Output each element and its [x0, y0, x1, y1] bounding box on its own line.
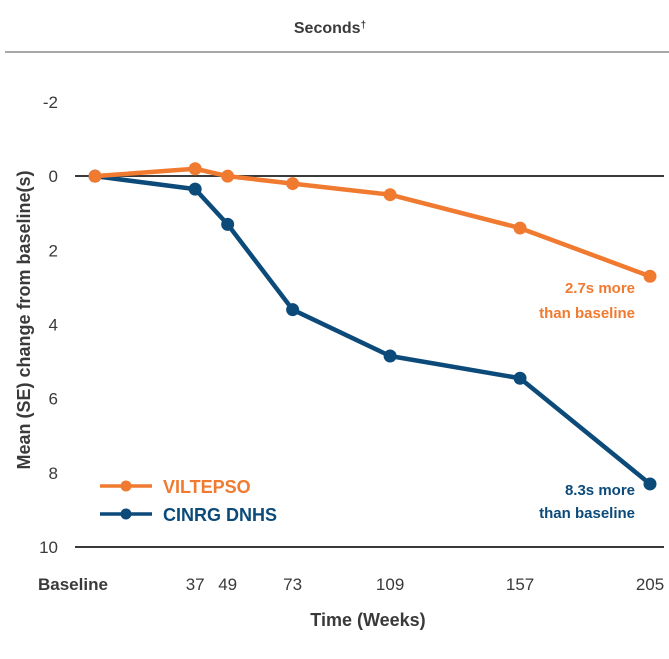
x-tick-labels: Baseline 37 49 73 109 157 205	[38, 575, 664, 594]
data-point-cinrg-dnhs	[286, 303, 300, 317]
data-point-viltepso	[513, 221, 527, 235]
x-tick-label: 37	[186, 575, 205, 594]
y-tick-label: -2	[43, 93, 58, 112]
y-tick-label: 8	[49, 464, 58, 483]
data-point-viltepso	[643, 269, 657, 283]
y-tick-label: 6	[49, 390, 58, 409]
x-axis-title: Time (Weeks)	[310, 610, 425, 630]
chart-header: Seconds†	[294, 20, 366, 38]
y-tick-label: 2	[49, 241, 58, 260]
annotation-viltepso-line2: than baseline	[539, 305, 635, 322]
x-tick-label: 73	[283, 575, 302, 594]
y-tick-labels: -2 0 2 4 6 8 10	[39, 93, 58, 557]
data-point-viltepso	[221, 169, 235, 183]
legend-cinrg-marker	[120, 508, 132, 520]
y-tick-label: 0	[49, 167, 58, 186]
y-axis-title: Mean (SE) change from baseline(s)	[14, 170, 34, 469]
y-tick-label: 4	[49, 316, 58, 335]
legend-cinrg-label: CINRG DNHS	[163, 505, 277, 525]
data-point-cinrg-dnhs	[643, 477, 657, 491]
x-tick-label: 157	[506, 575, 534, 594]
data-point-cinrg-dnhs	[513, 371, 527, 385]
x-tick-label: 109	[376, 575, 404, 594]
annotation-cinrg-line1: 8.3s more	[565, 482, 635, 499]
data-point-viltepso	[286, 177, 300, 191]
series-line-cinrg-dnhs	[92, 173, 653, 487]
x-tick-label-baseline: Baseline	[38, 575, 108, 594]
data-point-cinrg-dnhs	[221, 217, 235, 231]
annotation-viltepso-line1: 2.7s more	[565, 280, 635, 297]
legend: VILTEPSO CINRG DNHS	[100, 477, 277, 525]
data-point-viltepso	[88, 169, 102, 183]
annotation-cinrg-line2: than baseline	[539, 505, 635, 522]
y-tick-label: 10	[39, 538, 58, 557]
data-point-cinrg-dnhs	[383, 349, 397, 363]
data-point-viltepso	[188, 162, 202, 176]
legend-viltepso-marker	[120, 480, 132, 492]
x-tick-label: 205	[636, 575, 664, 594]
legend-viltepso-label: VILTEPSO	[163, 477, 251, 497]
x-tick-label: 49	[218, 575, 237, 594]
data-point-viltepso	[383, 188, 397, 202]
data-point-cinrg-dnhs	[188, 182, 202, 196]
series-layer	[88, 162, 657, 491]
